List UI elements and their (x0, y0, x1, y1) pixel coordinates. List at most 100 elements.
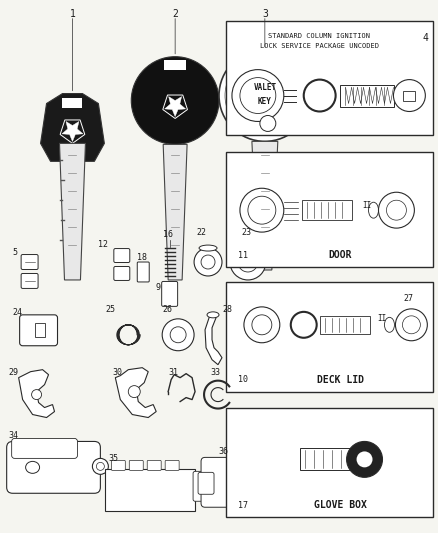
FancyBboxPatch shape (162, 281, 178, 306)
FancyBboxPatch shape (114, 266, 130, 280)
Text: 10: 10 (238, 375, 248, 384)
Circle shape (291, 312, 317, 338)
Polygon shape (163, 144, 187, 280)
Bar (300, 448, 355, 470)
FancyBboxPatch shape (254, 51, 276, 63)
Bar (302, 200, 352, 220)
Text: 16: 16 (163, 230, 173, 239)
Circle shape (252, 315, 272, 335)
Circle shape (32, 390, 42, 400)
Circle shape (263, 457, 307, 501)
Text: 11: 11 (238, 251, 248, 260)
FancyBboxPatch shape (114, 248, 130, 263)
Text: 28: 28 (222, 305, 232, 314)
Circle shape (346, 441, 382, 478)
FancyBboxPatch shape (21, 255, 38, 270)
FancyBboxPatch shape (129, 461, 143, 470)
Ellipse shape (207, 312, 219, 318)
Circle shape (170, 327, 186, 343)
Text: VALET: VALET (253, 83, 276, 92)
Circle shape (219, 50, 311, 141)
Ellipse shape (385, 317, 395, 332)
Circle shape (96, 462, 104, 470)
Circle shape (238, 252, 258, 272)
FancyBboxPatch shape (7, 441, 100, 493)
Text: 24: 24 (13, 308, 23, 317)
Circle shape (232, 70, 284, 122)
Text: 25: 25 (106, 305, 115, 314)
Circle shape (403, 316, 420, 334)
Circle shape (396, 309, 427, 341)
Text: 9: 9 (155, 283, 160, 292)
Circle shape (260, 116, 276, 132)
Text: LOCK SERVICE PACKAGE UNCODED: LOCK SERVICE PACKAGE UNCODED (260, 43, 379, 49)
Circle shape (201, 255, 215, 269)
Text: KEY: KEY (258, 97, 272, 106)
Polygon shape (115, 368, 156, 417)
FancyBboxPatch shape (201, 457, 277, 507)
Polygon shape (41, 94, 104, 161)
Text: 31: 31 (168, 368, 178, 377)
Bar (63, 98, 82, 108)
Polygon shape (165, 96, 186, 117)
Polygon shape (252, 141, 278, 270)
Text: 30: 30 (112, 368, 122, 377)
Text: 36: 36 (218, 447, 228, 456)
Text: 26: 26 (162, 305, 172, 314)
Bar (164, 60, 186, 70)
Text: 5: 5 (13, 248, 18, 257)
Circle shape (225, 55, 305, 135)
FancyBboxPatch shape (165, 461, 179, 470)
Text: II: II (377, 314, 386, 324)
Text: 35: 35 (108, 455, 118, 463)
Circle shape (393, 79, 425, 111)
Polygon shape (62, 122, 83, 141)
Polygon shape (19, 370, 54, 417)
FancyBboxPatch shape (137, 262, 149, 282)
Text: II: II (362, 201, 371, 209)
Text: 12: 12 (99, 240, 108, 249)
Circle shape (240, 78, 276, 114)
Polygon shape (60, 143, 85, 280)
Bar (226, 21, 433, 135)
Text: 23: 23 (242, 228, 252, 237)
Text: STANDARD COLUMN IGNITION: STANDARD COLUMN IGNITION (268, 33, 370, 39)
Circle shape (92, 458, 108, 474)
Circle shape (386, 200, 406, 220)
Circle shape (272, 466, 298, 492)
Text: 3: 3 (262, 9, 268, 19)
Bar (320, 316, 370, 334)
Text: DOOR: DOOR (328, 250, 352, 260)
Polygon shape (205, 315, 222, 365)
Text: DECK LID: DECK LID (317, 375, 364, 385)
FancyBboxPatch shape (12, 439, 78, 458)
FancyBboxPatch shape (147, 461, 161, 470)
Circle shape (248, 196, 276, 224)
FancyBboxPatch shape (193, 471, 215, 501)
FancyBboxPatch shape (198, 472, 214, 494)
FancyBboxPatch shape (20, 315, 57, 346)
Bar (226, 408, 433, 517)
Text: 33: 33 (210, 368, 220, 377)
Circle shape (240, 188, 284, 232)
Text: 17: 17 (238, 500, 248, 510)
Bar (403, 91, 415, 101)
Text: 1: 1 (70, 9, 75, 19)
Circle shape (230, 244, 266, 280)
Circle shape (357, 451, 372, 467)
Text: 29: 29 (9, 368, 19, 377)
Bar (35, 323, 45, 337)
Ellipse shape (368, 202, 378, 218)
Bar (277, 474, 281, 484)
Text: 22: 22 (196, 228, 206, 237)
Circle shape (162, 319, 194, 351)
Text: GLOVE BOX: GLOVE BOX (314, 500, 367, 510)
Circle shape (378, 192, 414, 228)
Bar (226, 282, 433, 392)
Bar (226, 152, 433, 267)
Circle shape (128, 385, 140, 398)
FancyBboxPatch shape (106, 470, 195, 511)
Ellipse shape (25, 462, 39, 473)
Circle shape (194, 248, 222, 276)
Bar (339, 85, 395, 107)
